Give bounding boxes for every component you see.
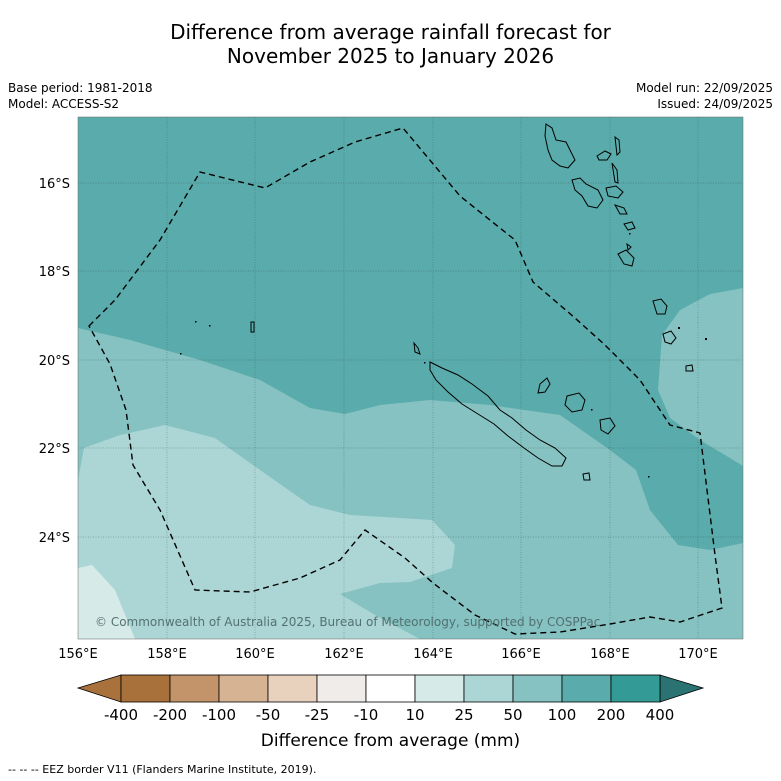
eez-border (88, 127, 723, 635)
vanuatu-espiritu-santo (544, 123, 576, 169)
colorbar-segment (561, 674, 612, 703)
map-panel: © Commonwealth of Australia 2025, Bureau… (78, 117, 743, 639)
band-25-50 (78, 425, 455, 639)
colorbar-segment (267, 674, 318, 703)
lat-label-16s: 16°S (39, 177, 70, 192)
colorbar-tick-label: 400 (646, 706, 675, 724)
lon-label-164e: 164°E (413, 647, 453, 662)
isle-of-pines (582, 472, 591, 481)
vanuatu-tanna (617, 249, 635, 267)
model-name: Model: ACCESS-S2 (8, 97, 120, 111)
colorbar-segment (218, 674, 269, 703)
vanuatu-malakula (571, 177, 604, 209)
eez-legend-note: -- -- -- EEZ border V11 (Flanders Marine… (8, 763, 317, 776)
colorbar-tick-label: -400 (104, 706, 138, 724)
title-line-2: November 2025 to January 2026 (226, 44, 555, 68)
colorbar-segment (414, 674, 465, 703)
colorbar-segment (610, 674, 661, 703)
title-line-1: Difference from average rainfall forecas… (170, 20, 611, 44)
colorbar-segment (316, 674, 367, 703)
colorbar-segment (512, 674, 563, 703)
colorbar-segment (365, 674, 416, 703)
band-10-25 (78, 565, 135, 639)
loyalty-mare (599, 417, 616, 435)
loyalty-lifou (564, 392, 586, 413)
lat-label-20s: 20°S (39, 354, 70, 369)
issued-date: Issued: 24/09/2025 (657, 97, 773, 111)
lat-label-24s: 24°S (39, 531, 70, 546)
lon-label-168e: 168°E (590, 647, 630, 662)
vanuatu-efate (623, 221, 636, 231)
lon-label-166e: 166°E (501, 647, 541, 662)
lon-labels: 156°E 158°E 160°E 162°E 164°E 166°E 168°… (58, 647, 718, 662)
vanuatu-malo (596, 150, 612, 161)
small-islets (180, 233, 707, 478)
lon-label-156e: 156°E (58, 647, 98, 662)
lon-label-170e: 170°E (678, 647, 718, 662)
colorbar-tick-label: -50 (256, 706, 281, 724)
colorbar-tick-label: -10 (354, 706, 379, 724)
colorbar-segment (120, 674, 171, 703)
meta-left: Base period: 1981-2018 Model: ACCESS-S2 (8, 80, 153, 112)
lat-labels: 16°S 18°S 20°S 22°S 24°S (39, 177, 70, 546)
meta-right: Model run: 22/09/2025 Issued: 24/09/2025 (636, 80, 773, 112)
graticule (78, 117, 743, 639)
colorbar-segment (169, 674, 220, 703)
vanuatu-epi (613, 204, 628, 215)
model-run: Model run: 22/09/2025 (635, 81, 773, 95)
colorbar-tick-label: 10 (405, 706, 424, 724)
colorbar-segment (463, 674, 514, 703)
vanuatu-erromango (626, 242, 632, 252)
matthew-island (652, 298, 668, 315)
colorbar: -400 -200 -100 -50 -25 -10 10 25 50 100 200 400 (76, 674, 705, 724)
lon-label-160e: 160°E (235, 647, 275, 662)
colorbar-tick-label: 25 (454, 706, 473, 724)
new-caledonia-grande-terre (429, 361, 567, 467)
belep-islands (413, 341, 421, 355)
vanuatu-maewo (614, 135, 621, 157)
lat-label-18s: 18°S (39, 265, 70, 280)
lon-label-158e: 158°E (147, 647, 187, 662)
colorbar-under-triangle (76, 674, 122, 703)
hunter-island (662, 330, 677, 345)
colorbar-tick-label: 50 (503, 706, 522, 724)
copyright-text: © Commonwealth of Australia 2025, Bureau… (95, 615, 600, 629)
lat-label-22s: 22°S (39, 442, 70, 457)
vanuatu-pentecost (611, 162, 619, 184)
chart-title: Difference from average rainfall forecas… (0, 20, 781, 68)
colorbar-label: Difference from average (mm) (260, 731, 521, 751)
walpole-island (685, 364, 694, 372)
colorbar-tick-label: -25 (305, 706, 330, 724)
colorbar-tick-label: -100 (202, 706, 236, 724)
lon-label-162e: 162°E (324, 647, 364, 662)
colorbar-tick-label: 200 (597, 706, 626, 724)
chesterfield-islands (250, 321, 255, 333)
band-50-100-east (658, 288, 743, 466)
colorbar-tick-label: 100 (548, 706, 577, 724)
colorbar-tick-label: -200 (153, 706, 187, 724)
colorbar-over-triangle (659, 674, 705, 703)
vanuatu-ambrym (605, 185, 624, 199)
base-period: Base period: 1981-2018 (8, 81, 153, 95)
coastlines (250, 123, 694, 481)
loyalty-ouvea (537, 377, 551, 394)
